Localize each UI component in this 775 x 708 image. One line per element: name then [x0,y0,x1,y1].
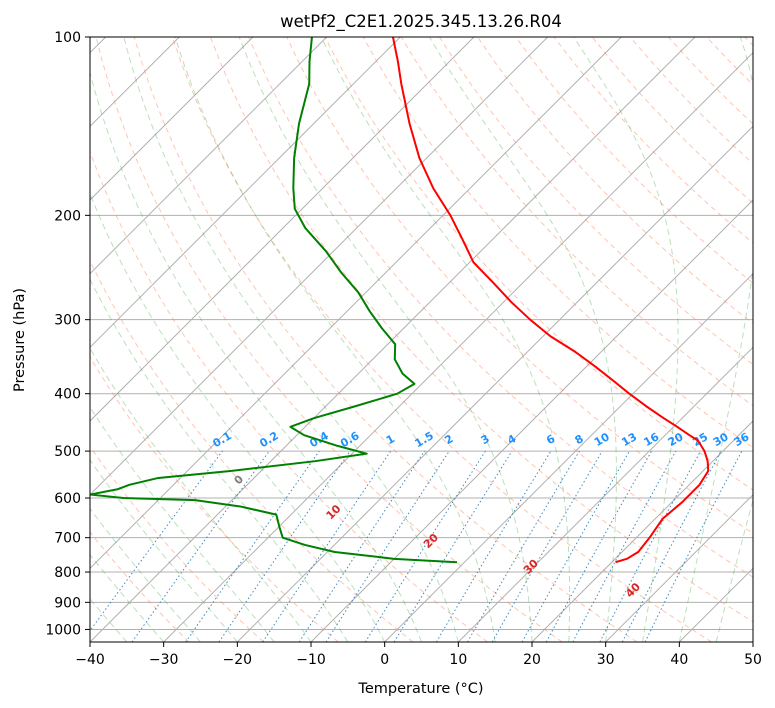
x-tick-label: 40 [670,652,688,668]
dry-adiabat-line [286,37,753,534]
y-tick-label: 600 [54,491,81,507]
y-tick-label: 300 [54,313,81,329]
plot-area: -100-90-80-70-60-50-40-30-20-10010203040… [90,37,753,642]
moist-adiabat-line [174,37,496,642]
dry-adiabat-line [90,531,190,642]
x-tick-label: −20 [223,652,253,668]
y-tick-label: 1000 [45,622,81,638]
x-tick-label: 0 [380,652,389,668]
moist-adiabat-line [123,37,459,642]
moist-adiabat-line [90,70,422,642]
mixing-ratio-line [572,450,677,642]
isotherm-line [90,37,328,275]
temperature-profile-line [391,37,710,564]
dry-adiabat-line [400,37,753,407]
x-tick-label: 50 [744,652,762,668]
x-tick-label: −30 [149,652,179,668]
axis-ticks: −40 −30 −20 −10 0 10 20 30 40 50 100 200 300 400 500 60… [45,30,762,668]
mixing-ratio-line [90,450,223,632]
mixing-ratio-line [325,450,450,642]
x-axis-title: Temperature (°C) [357,681,483,697]
isotherm-line [90,37,401,349]
y-tick-label: 100 [54,30,81,46]
isotherm-line [605,493,753,642]
isotherm-line [310,199,753,642]
isotherm-line [90,37,549,496]
moist-adiabat-line [238,37,533,642]
y-tick-label: 800 [54,565,81,581]
mixing-ratio-line [262,450,392,642]
dry-adiabat-line [90,150,488,642]
mixing-ratio-line [545,450,653,642]
moist-adiabat-line [90,278,349,642]
y-axis-title: Pressure (hPa) [12,288,28,392]
x-tick-label: 20 [523,652,541,668]
isotherm-line [457,346,753,642]
chart-title: wetPf2_C2E1.2025.345.13.26.R04 [280,12,562,32]
moist-adiabat-line [90,507,201,642]
moist-adiabat-line [320,37,571,642]
isotherm-line [90,37,475,422]
mixing-ratio-line [521,450,630,642]
moist-adiabat-line [90,347,312,642]
mixing-ratio-line [298,450,425,642]
mixing-ratio-line [185,450,320,642]
dry-adiabat-line [248,37,753,578]
moist-adiabat-line [715,498,753,642]
dry-adiabat-line [171,37,712,642]
moist-adiabat-line [90,553,165,642]
isotherm-line [163,51,753,642]
isotherm-line [384,272,753,642]
dewpoint-profile-line [90,37,458,564]
x-tick-label: −40 [75,652,105,668]
mixing-ratio-line [393,450,513,642]
dry-adiabat-line [210,37,753,623]
y-tick-label: 200 [54,208,81,224]
dry-adiabat-line [90,356,339,642]
isotherm-line [236,125,753,642]
isotherm-line [531,420,753,642]
dry-adiabat-line [515,37,753,284]
moist-adiabat-line [90,406,275,642]
dry-adiabat-line [133,37,638,642]
dry-adiabat-line [90,259,414,642]
mixing-ratio-line [218,450,351,642]
moist-adiabat-line [90,192,386,642]
y-tick-label: 400 [54,387,81,403]
isotherm-line [90,37,254,201]
isotherm-line [90,37,622,570]
dry-adiabat-line [439,37,753,366]
moist-adiabat-line [90,598,128,642]
dry-adiabat-line [90,445,264,642]
x-tick-label: 30 [597,652,615,668]
dry-adiabat-line [95,37,563,642]
moist-adiabat-line [573,37,679,642]
mixing-ratio-line [131,450,270,642]
moist-adiabat-line [90,459,238,642]
mixing-ratio-line [644,450,743,642]
y-tick-label: 500 [54,444,81,460]
y-tick-label: 900 [54,595,81,611]
moist-adiabat-line [678,37,753,642]
x-tick-label: 10 [449,652,467,668]
y-tick-label: 700 [54,531,81,547]
plot-frame [89,36,754,643]
x-tick-label: −10 [296,652,326,668]
moist-adiabat-line [429,37,617,642]
